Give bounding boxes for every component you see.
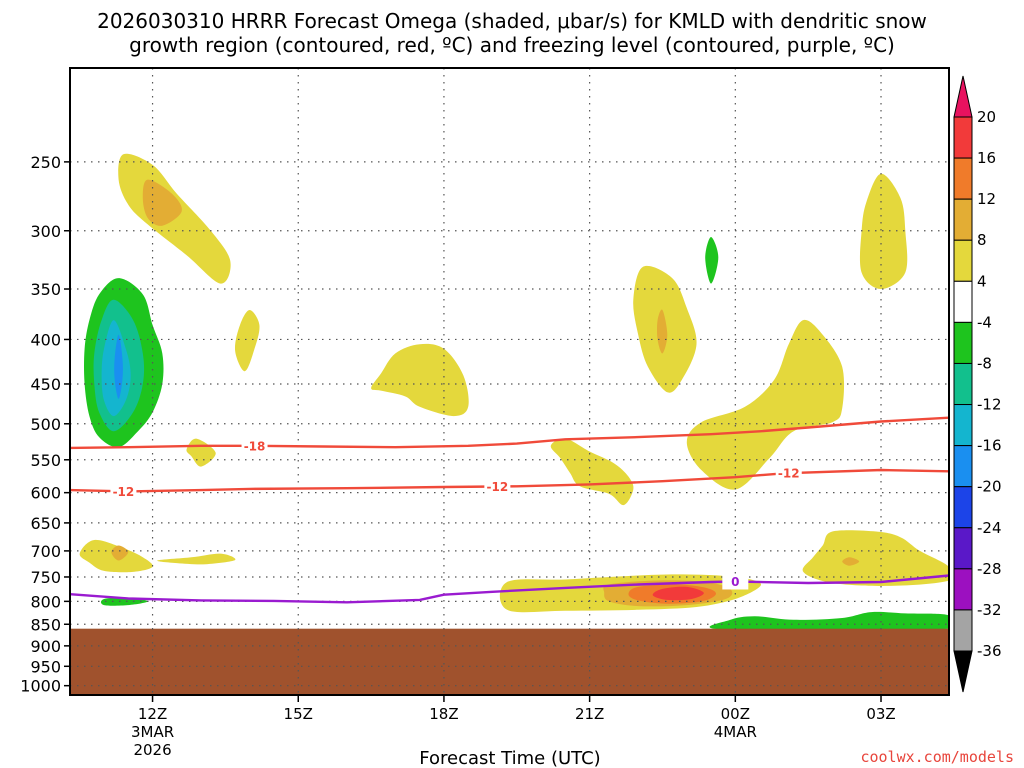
colorbar-top-triangle	[953, 75, 973, 118]
colorbar-swatch-5	[953, 280, 973, 323]
omega-region-13	[686, 319, 845, 490]
contour-label-bg--12-1	[484, 478, 511, 495]
y-tick-label-400: 400	[30, 330, 61, 349]
colorbar-label-12: -32	[977, 601, 1002, 619]
y-tick-label-450: 450	[30, 375, 61, 394]
y-tick-label-750: 750	[30, 568, 61, 587]
chart-title-line1: 2026030310 HRRR Forecast Omega (shaded, …	[97, 9, 927, 33]
credit-text: coolwx.com/models	[860, 748, 1014, 766]
omega-region-17	[157, 553, 236, 565]
y-tick-label-300: 300	[30, 222, 61, 241]
omega-region-2	[234, 310, 260, 372]
plot-frame	[69, 67, 950, 696]
omega-region-22	[652, 586, 704, 601]
omega-region-7	[114, 334, 123, 399]
x-axis-label: Forecast Time (UTC)	[419, 748, 600, 768]
contour-label--12-1: -12	[487, 480, 509, 494]
colorbar-label-10: -24	[977, 519, 1002, 537]
colorbar-swatch-8	[953, 404, 973, 447]
x-tick-label-00Z: 00Z	[721, 705, 750, 723]
temperature-contours: -18 -12 -12 -12 0	[70, 416, 949, 604]
y-tick-label-600: 600	[30, 484, 61, 503]
colorbar-swatch-1	[953, 116, 973, 159]
colorbar-label-5: -4	[977, 313, 992, 331]
colorbar-label-3: 8	[977, 231, 987, 249]
x-tick-sublabel-12Z: 3MAR	[131, 723, 174, 741]
omega-shaded-regions	[79, 153, 949, 631]
omega-region-9	[550, 438, 634, 506]
omega-region-23	[802, 530, 949, 586]
ground-layer	[70, 628, 949, 695]
x-tick-label-15Z: 15Z	[284, 705, 313, 723]
colorbar-label-1: 16	[977, 149, 996, 167]
y-tick-label-850: 850	[30, 615, 61, 634]
colorbar-swatch-4	[953, 239, 973, 282]
contour-label-bg-0-0	[722, 573, 749, 590]
x-tick-sublabel-00Z: 4MAR	[714, 723, 757, 741]
colorbar-label-11: -28	[977, 560, 1002, 578]
contour-label--12-2: -12	[778, 467, 800, 481]
colorbar-label-4: 4	[977, 272, 987, 290]
contour-label--12-0: -12	[113, 485, 135, 499]
colorbar-label-13: -36	[977, 642, 1002, 660]
y-tick-label-700: 700	[30, 542, 61, 561]
y-axis-ticks: 250 300 350 400 450 500 550 600 650 700 750 800 850 9…	[20, 153, 70, 696]
contour-line-0	[70, 574, 949, 604]
y-tick-label-500: 500	[30, 415, 61, 434]
colorbar-swatch-13	[953, 609, 973, 652]
x-tick-label-12Z: 12Z	[138, 705, 167, 723]
y-tick-label-650: 650	[30, 514, 61, 533]
chart-title-line2: growth region (contoured, red, ºC) and f…	[129, 33, 895, 57]
y-tick-label-950: 950	[30, 657, 61, 676]
x-tick-label-21Z: 21Z	[575, 705, 604, 723]
x-tick-label-18Z: 18Z	[429, 705, 458, 723]
colorbar-label-0: 20	[977, 108, 996, 126]
contour-label-bg--18-0	[241, 437, 268, 454]
x-tick-sublabel2-12Z: 2026	[133, 741, 171, 759]
colorbar-swatch-3	[953, 198, 973, 241]
colorbar: 20 16 12 8 4 -4 -8 -12 -16 -20 -24 -28 -32 -36	[953, 75, 1002, 693]
y-tick-label-1000: 1000	[20, 677, 61, 696]
contour-label--18-0: -18	[244, 439, 266, 453]
colorbar-swatch-12	[953, 568, 973, 611]
colorbar-label-2: 12	[977, 190, 996, 208]
colorbar-label-6: -8	[977, 354, 992, 372]
y-tick-label-900: 900	[30, 637, 61, 656]
omega-region-16	[111, 545, 129, 561]
colorbar-label-7: -12	[977, 396, 1002, 414]
colorbar-swatch-2	[953, 157, 973, 200]
contour-line--18	[70, 416, 949, 450]
omega-region-1	[142, 179, 182, 226]
contour-label-bg--12-0	[110, 483, 137, 500]
colorbar-bottom-triangle	[953, 650, 973, 693]
omega-region-25	[709, 611, 949, 631]
colorbar-label-8: -16	[977, 437, 1002, 455]
y-tick-label-550: 550	[30, 451, 61, 470]
y-tick-label-350: 350	[30, 280, 61, 299]
colorbar-swatch-10	[953, 486, 973, 529]
omega-region-12	[705, 237, 719, 284]
y-tick-label-250: 250	[30, 153, 61, 172]
colorbar-swatch-11	[953, 527, 973, 570]
x-tick-label-03Z: 03Z	[866, 705, 895, 723]
omega-region-14	[859, 173, 908, 289]
colorbar-swatch-9	[953, 445, 973, 488]
colorbar-swatch-6	[953, 321, 973, 364]
colorbar-label-9: -20	[977, 478, 1002, 496]
ground-fill	[70, 628, 949, 695]
contour-label-bg--12-2	[775, 465, 802, 482]
y-tick-label-800: 800	[30, 592, 61, 611]
omega-region-24	[842, 557, 860, 566]
colorbar-swatch-7	[953, 362, 973, 406]
contour-label-0-0: 0	[731, 575, 739, 589]
omega-region-11	[657, 309, 668, 354]
